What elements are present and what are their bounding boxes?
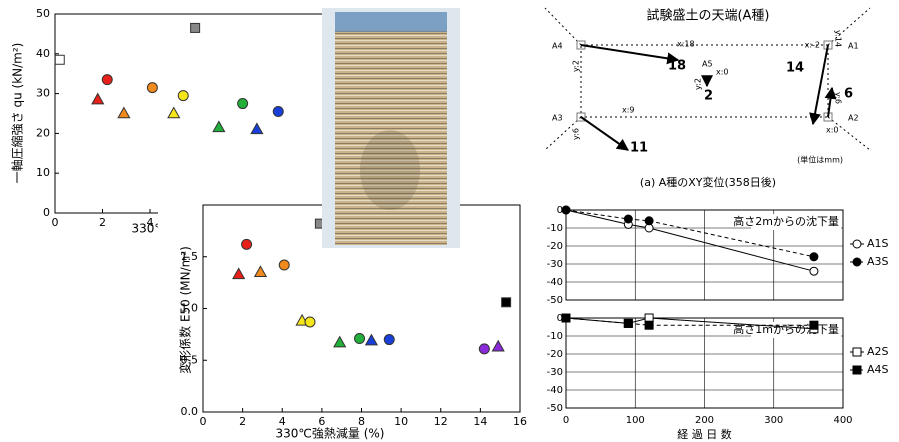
marker xyxy=(238,99,248,109)
x-tick-label: 0 xyxy=(200,415,207,428)
marker xyxy=(178,91,188,101)
marker xyxy=(147,83,157,93)
displacement-label: 2 xyxy=(704,89,713,104)
y-label: y:2 xyxy=(572,60,581,72)
point-label: A3 xyxy=(552,114,563,123)
y-label: y:6 xyxy=(572,128,581,140)
y-label: y:14 xyxy=(834,30,843,47)
x-tick-label: 2 xyxy=(99,216,106,229)
legend-label: A4S xyxy=(867,363,889,376)
displacement-diagram: 試験盛土の天端(A種) A1 x:-2 y:14 14 A2 x:0 y:6 6… xyxy=(545,8,870,190)
y-tick-label: -40 xyxy=(547,385,563,396)
marker xyxy=(624,215,632,223)
y-tick-label: 30 xyxy=(36,87,50,100)
x-tick-label: 400 xyxy=(833,415,852,426)
figure: 024681012141601020304050330℃強熱減量 (%)一軸圧縮… xyxy=(0,0,899,442)
marker xyxy=(645,321,653,329)
marker xyxy=(213,121,225,131)
marker xyxy=(273,107,283,117)
page: 024681012141601020304050330℃強熱減量 (%)一軸圧縮… xyxy=(0,0,899,442)
y-tick-label: -50 xyxy=(547,403,563,414)
marker xyxy=(168,108,180,118)
legend-marker xyxy=(853,348,861,356)
x-tick-label: 12 xyxy=(434,415,448,428)
y-axis-label: 一軸圧縮強さ qu (kN/m²) xyxy=(10,43,25,184)
x-label: x:-2 xyxy=(805,41,820,50)
y-tick-label: 20 xyxy=(36,126,50,139)
marker xyxy=(92,94,104,104)
marker xyxy=(384,335,394,345)
marker xyxy=(242,239,252,249)
y-tick-label: -50 xyxy=(547,295,563,306)
y-tick-label: -20 xyxy=(547,241,563,252)
marker xyxy=(502,298,511,307)
diagram-title: 試験盛土の天端(A種) xyxy=(646,8,769,24)
legend-label: A3S xyxy=(867,255,889,268)
y-tick-label: -20 xyxy=(547,349,563,360)
y-tick-label: 0.0 xyxy=(181,405,199,418)
marker xyxy=(810,253,818,261)
x-tick-label: 0 xyxy=(52,216,59,229)
x-axis-label: 経 過 日 数 xyxy=(677,428,732,441)
point-label: A2 xyxy=(848,114,859,123)
legend-marker xyxy=(853,366,861,374)
legend-marker xyxy=(853,240,861,248)
y-tick-label: -30 xyxy=(547,367,563,378)
marker xyxy=(562,206,570,214)
y-tick-label: 40 xyxy=(36,47,50,60)
legend-label: A2S xyxy=(867,345,889,358)
x-tick-label: 200 xyxy=(695,415,714,426)
marker xyxy=(479,344,489,354)
y-label: y:2 xyxy=(694,78,703,90)
marker xyxy=(645,217,653,225)
x-tick-label: 300 xyxy=(764,415,783,426)
x-axis-label: 330℃強熱減量 (%) xyxy=(276,426,385,441)
displacement-label: 18 xyxy=(668,59,686,74)
marker xyxy=(305,317,315,327)
marker xyxy=(355,334,365,344)
legend-marker xyxy=(853,258,861,266)
x-label: x:0 xyxy=(716,68,729,77)
x-label: x:18 xyxy=(677,40,695,49)
marker xyxy=(55,55,64,64)
x-tick-label: 100 xyxy=(626,415,645,426)
sample-photo xyxy=(322,8,460,248)
x-tick-label: 16 xyxy=(513,415,527,428)
x-tick-label: 10 xyxy=(394,415,408,428)
caption: (a) A種のXY変位(358日後) xyxy=(640,175,776,189)
marker xyxy=(102,75,112,85)
displacement-label: 6 xyxy=(844,87,853,102)
y-tick-label: -10 xyxy=(547,223,563,234)
y-tick-label: 10 xyxy=(36,166,50,179)
marker xyxy=(251,123,263,133)
annotation: 高さ2mからの沈下量 xyxy=(733,214,839,228)
y-axis-label: 変形係数 E50 (MN/m²) xyxy=(178,246,193,374)
y-tick-label: 0 xyxy=(43,206,50,219)
x-label: x:0 xyxy=(826,126,839,135)
marker xyxy=(810,321,818,329)
y-tick-label: 50 xyxy=(36,7,50,20)
marker xyxy=(279,260,289,270)
marker xyxy=(810,267,818,275)
point-label: A4 xyxy=(552,42,563,51)
x-label: x:9 xyxy=(622,106,635,115)
point-label: A5 xyxy=(702,60,713,69)
legend-label: A1S xyxy=(867,237,889,250)
y-tick-label: -40 xyxy=(547,277,563,288)
x-tick-label: 0 xyxy=(563,415,569,426)
marker xyxy=(624,319,632,327)
marker xyxy=(118,108,130,118)
displacement-label: 14 xyxy=(786,61,804,76)
y-tick-label: -10 xyxy=(547,331,563,342)
y-label: y:6 xyxy=(834,92,843,104)
displacement-label: 11 xyxy=(630,141,648,156)
x-tick-label: 2 xyxy=(239,415,246,428)
x-tick-label: 14 xyxy=(473,415,487,428)
unit-note: (単位はmm) xyxy=(797,155,843,165)
point-label: A1 xyxy=(848,42,859,51)
y-tick-label: -30 xyxy=(547,259,563,270)
marker xyxy=(562,314,570,322)
marker xyxy=(191,23,200,32)
